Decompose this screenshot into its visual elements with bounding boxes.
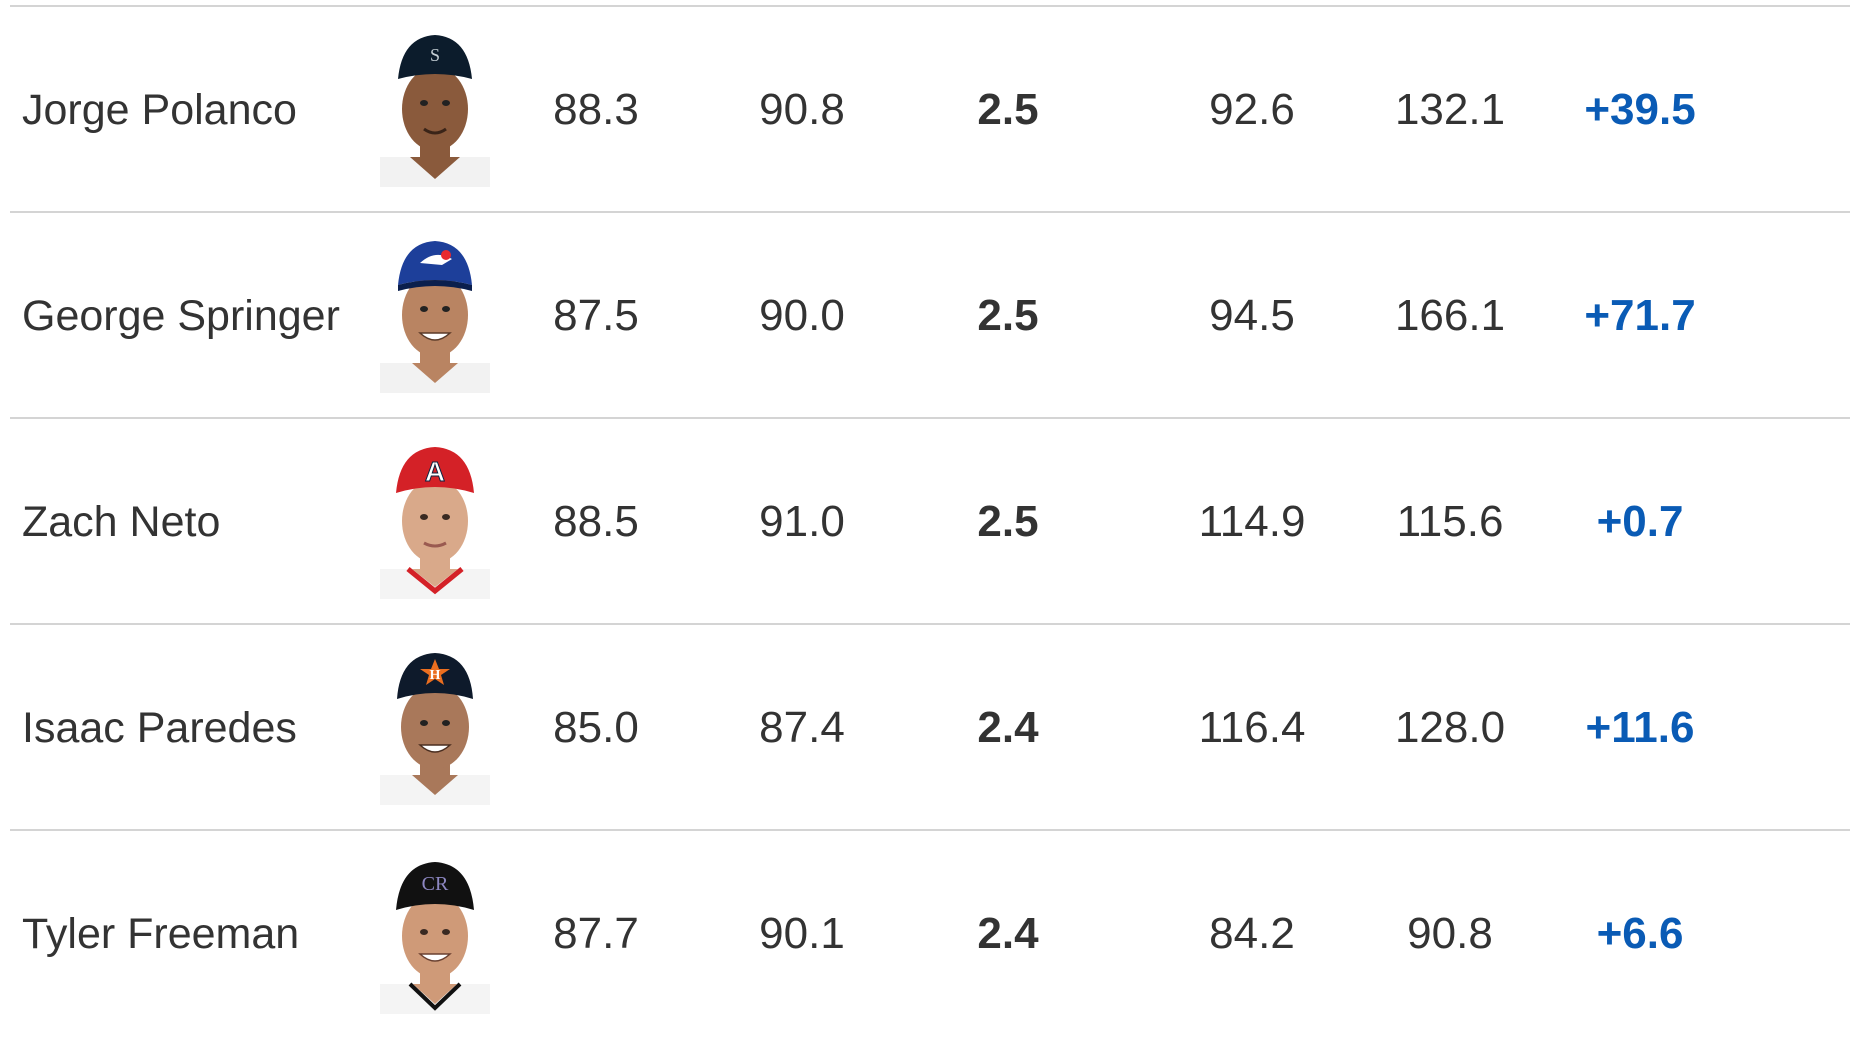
blue-jays-cap-avatar	[380, 235, 490, 393]
stat-5: 166.1	[1394, 291, 1506, 340]
stat-1: 85.0	[553, 703, 639, 752]
stat-5: 132.1	[1394, 85, 1506, 134]
player-name[interactable]: Isaac Paredes	[22, 704, 297, 752]
stat-4: 92.6	[1209, 85, 1295, 134]
svg-text:A: A	[425, 456, 445, 487]
rockies-cap-avatar: CR	[380, 856, 490, 1014]
table-row[interactable]: Isaac Paredes H 85.0 87.4 2.4 116.4 128.…	[10, 623, 1850, 831]
stat-2: 90.8	[759, 85, 845, 134]
stat-4: 116.4	[1198, 703, 1306, 752]
delta-value: +0.7	[1596, 497, 1684, 546]
delta-value: +71.7	[1584, 291, 1696, 340]
stat-1: 87.5	[553, 291, 639, 340]
mariners-cap-avatar: S	[380, 29, 490, 187]
stat-5: 128.0	[1394, 703, 1506, 752]
stat-2: 90.0	[759, 291, 845, 340]
delta-value: +11.6	[1585, 703, 1695, 752]
table-row[interactable]: Zach Neto A 88.5 91.0 2.5 114.9 115.6 +0…	[10, 417, 1850, 625]
player-name[interactable]: Tyler Freeman	[22, 910, 300, 958]
stat-5: 115.6	[1396, 497, 1504, 546]
table-row[interactable]: George Springer 87.5 90.0 2.5 94.5 166.1…	[10, 211, 1850, 419]
svg-text:S: S	[430, 45, 440, 65]
stat-4: 84.2	[1209, 909, 1295, 958]
angels-cap-avatar: A	[380, 441, 490, 599]
stat-3: 2.4	[977, 703, 1039, 752]
table-row[interactable]: Jorge Polanco S 88.3 90.8 2.5 92.6 132.1…	[10, 5, 1850, 213]
astros-cap-avatar: H	[380, 647, 490, 805]
player-name[interactable]: Jorge Polanco	[22, 86, 297, 134]
player-name[interactable]: Zach Neto	[22, 498, 221, 546]
stat-1: 87.7	[553, 909, 639, 958]
stat-3: 2.5	[977, 85, 1039, 134]
player-name[interactable]: George Springer	[22, 292, 340, 340]
stat-2: 90.1	[759, 909, 845, 958]
stat-5: 90.8	[1407, 909, 1493, 958]
svg-text:CR: CR	[422, 873, 449, 895]
stat-3: 2.4	[977, 909, 1039, 958]
delta-value: +6.6	[1596, 909, 1684, 958]
stat-3: 2.5	[977, 291, 1039, 340]
stat-3: 2.5	[977, 497, 1039, 546]
stat-2: 91.0	[759, 497, 845, 546]
stat-4: 94.5	[1209, 291, 1295, 340]
stat-4: 114.9	[1198, 497, 1306, 546]
svg-text:H: H	[430, 668, 441, 683]
stat-1: 88.3	[553, 85, 639, 134]
stat-1: 88.5	[553, 497, 639, 546]
stat-2: 87.4	[759, 703, 845, 752]
delta-value: +39.5	[1584, 85, 1696, 134]
table-row[interactable]: Tyler Freeman CR 87.7 90.1 2.4 84.2 90.8…	[10, 829, 1850, 1026]
